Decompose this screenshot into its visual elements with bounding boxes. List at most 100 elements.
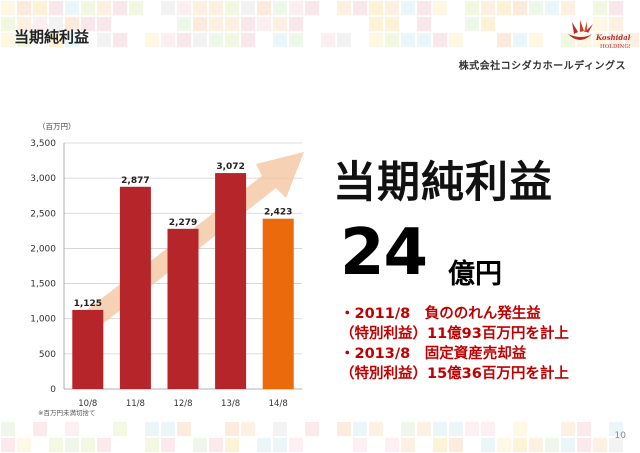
note-line: ・2011/8 負ののれん発生益 <box>340 306 541 322</box>
svg-text:HOLDINGS: HOLDINGS <box>600 44 630 50</box>
bg-tile <box>353 1 367 15</box>
bg-tile <box>433 1 447 15</box>
bg-tile <box>433 33 447 47</box>
bar-value-label: 1,125 <box>74 299 102 309</box>
bg-tile <box>177 1 191 15</box>
bg-tile <box>273 33 287 47</box>
chart-footnote: ※百万円未満切捨て <box>38 409 96 417</box>
bg-tile <box>193 438 207 452</box>
bar <box>262 218 294 389</box>
bg-tile <box>497 1 511 15</box>
bg-tile <box>481 422 495 436</box>
page-number: 10 <box>614 431 626 441</box>
bg-tile <box>385 33 399 47</box>
bg-tile <box>273 17 287 31</box>
bg-tile <box>417 17 431 31</box>
bg-tile <box>513 422 527 436</box>
bg-tile <box>145 422 159 436</box>
bg-tile <box>161 422 175 436</box>
bg-tile <box>545 1 559 15</box>
bg-tile <box>209 1 223 15</box>
bg-tile <box>465 422 479 436</box>
bg-tile <box>465 17 479 31</box>
x-tick-label: 14/8 <box>269 399 288 409</box>
bg-tile <box>161 438 175 452</box>
bg-tile <box>17 33 31 47</box>
bg-tile <box>33 17 47 31</box>
bg-tile <box>369 17 383 31</box>
y-tick-label: 500 <box>39 350 56 360</box>
bg-tile <box>385 17 399 31</box>
bar <box>215 173 247 389</box>
bg-tile <box>241 422 255 436</box>
bg-tile <box>497 33 511 47</box>
bg-tile <box>49 17 63 31</box>
bg-tile <box>609 17 623 31</box>
bg-tile <box>513 33 527 47</box>
bg-tile <box>513 438 527 452</box>
bg-tile <box>273 438 287 452</box>
bg-tile <box>609 438 623 452</box>
bg-tile <box>177 422 191 436</box>
bg-tile <box>241 33 255 47</box>
y-tick-label: 1,500 <box>30 280 56 290</box>
bg-tile <box>513 1 527 15</box>
x-tick-label: 10/8 <box>78 399 97 409</box>
bg-tile <box>161 33 175 47</box>
bg-tile <box>289 17 303 31</box>
bg-tile <box>65 422 79 436</box>
note-line: （特別利益）15億36百万円を計上 <box>340 366 569 382</box>
bg-tile <box>113 33 127 47</box>
bg-tile <box>65 1 79 15</box>
bg-tile <box>1 422 15 436</box>
bg-tile <box>401 438 415 452</box>
y-tick-label: 3,500 <box>30 139 56 149</box>
bg-tile <box>17 1 31 15</box>
bg-tile <box>529 1 543 15</box>
bg-tile <box>1 33 15 47</box>
bg-tile <box>609 33 623 47</box>
bg-tile <box>97 17 111 31</box>
bg-tile <box>593 17 607 31</box>
bg-tile <box>49 33 63 47</box>
bg-tile <box>81 17 95 31</box>
x-tick-label: 13/8 <box>221 399 240 409</box>
bg-tile <box>209 17 223 31</box>
bg-tile <box>1 1 15 15</box>
bg-tile <box>449 422 463 436</box>
bg-tile <box>481 17 495 31</box>
bg-tile <box>65 438 79 452</box>
bg-tile <box>225 1 239 15</box>
bg-tile <box>193 33 207 47</box>
bg-tile <box>481 438 495 452</box>
bg-tile <box>401 33 415 47</box>
bg-tile <box>145 33 159 47</box>
bg-tile <box>385 1 399 15</box>
bg-tile <box>113 422 127 436</box>
bg-tile <box>225 438 239 452</box>
y-axis-unit-label: （百万円） <box>38 122 76 131</box>
bg-tile <box>241 17 255 31</box>
bg-tile <box>177 17 191 31</box>
note-line: （特別利益）11億93百万円を計上 <box>340 326 569 342</box>
bg-tile <box>33 422 47 436</box>
bg-tile <box>289 33 303 47</box>
bg-tile <box>289 1 303 15</box>
bg-tile <box>321 33 335 47</box>
bg-tile <box>257 17 271 31</box>
bg-tile <box>577 438 591 452</box>
bg-tile <box>609 422 623 436</box>
bg-tile <box>433 438 447 452</box>
bar-value-label: 2,423 <box>264 208 292 218</box>
bg-tile <box>369 422 383 436</box>
bg-tile <box>337 33 351 47</box>
header-title: 当期純利益 <box>14 28 90 46</box>
company-name: 株式会社コシダカホールディングス <box>458 61 626 72</box>
bg-tile <box>369 33 383 47</box>
bg-tile <box>241 1 255 15</box>
note-line: ・2013/8 固定資産売却益 <box>340 346 527 362</box>
bg-tile <box>561 1 575 15</box>
bg-tile <box>97 438 111 452</box>
bg-tile <box>593 1 607 15</box>
